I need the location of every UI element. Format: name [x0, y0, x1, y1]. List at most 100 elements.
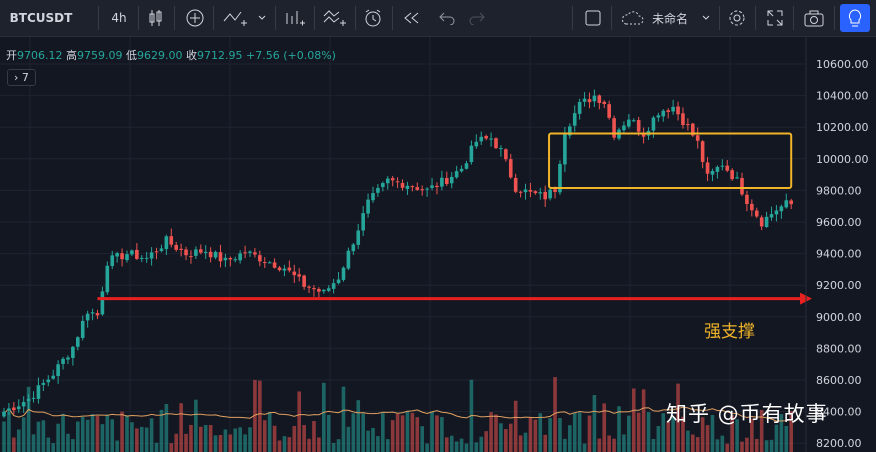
symbol-button[interactable]: BTCUSDT [9, 11, 73, 25]
candle-body [302, 275, 306, 287]
volume-bar [341, 386, 346, 452]
candle-body [410, 186, 415, 188]
candle-body [686, 124, 690, 126]
candle-body [125, 254, 129, 261]
support-arrow-line [97, 292, 812, 305]
redo-icon[interactable] [464, 0, 490, 36]
toolbar-divider [719, 6, 720, 30]
study-toggle-button[interactable]: › 7 [7, 69, 36, 86]
undo-icon[interactable] [434, 0, 460, 36]
candle-style-icon[interactable] [143, 0, 169, 36]
candle-body [558, 163, 562, 193]
volume-bar [597, 438, 602, 452]
candle-body [518, 191, 523, 193]
volume-bar [199, 426, 203, 452]
volume-bar [528, 417, 533, 452]
volume-bar [31, 434, 36, 452]
candle-body [189, 256, 193, 258]
volume-bar [12, 437, 16, 452]
volume-bar [445, 437, 449, 452]
camera-icon[interactable] [800, 0, 828, 36]
settings-gear-icon[interactable] [724, 0, 750, 36]
price-tick-label: 8600.00 [816, 374, 862, 387]
candle-body [159, 248, 164, 252]
candle-body [287, 267, 292, 271]
volume-bar [105, 414, 110, 452]
candle-body [563, 134, 567, 165]
price-tick-label: 10400.00 [816, 90, 869, 103]
top-toolbar: BTCUSDT 4h 未命名 [0, 0, 876, 37]
compare-icon[interactable] [320, 0, 350, 36]
volume-bar [228, 434, 233, 452]
candle-body [361, 213, 365, 231]
candle-body [661, 110, 666, 117]
volume-bar [61, 413, 65, 452]
volume-bar [725, 443, 730, 452]
volume-bar [484, 431, 488, 452]
candle-body [750, 203, 754, 211]
candle-body [253, 252, 257, 255]
fullscreen-icon[interactable] [762, 0, 788, 36]
volume-bar [607, 435, 611, 452]
change-value: +7.56 (+0.08%) [246, 49, 336, 62]
volume-bar [695, 437, 700, 452]
volume-bar [691, 434, 695, 452]
candle-body [356, 230, 361, 245]
replay-icon[interactable] [398, 0, 426, 36]
candle-body [149, 252, 154, 259]
volume-bar [312, 421, 316, 452]
volume-bar [410, 412, 415, 452]
candle-body [705, 162, 710, 174]
candle-body [420, 189, 424, 191]
candle-body [282, 268, 287, 271]
volume-bar [646, 412, 651, 452]
volume-bar [326, 414, 331, 452]
candle-body [80, 320, 85, 338]
volume-bar [435, 415, 439, 452]
candle-body [405, 185, 410, 189]
candle-body [51, 375, 55, 379]
lightbulb-icon[interactable] [840, 4, 870, 32]
volume-bar [400, 415, 405, 452]
volume-bar [238, 427, 242, 452]
volume-bar [513, 400, 518, 452]
volume-bar [508, 423, 513, 452]
candle-body [656, 115, 661, 118]
low-label: 低 [126, 49, 137, 62]
candle-body [331, 283, 336, 289]
layout-name[interactable]: 未命名 [651, 11, 688, 26]
volume-bar [651, 438, 656, 452]
candle-body [774, 210, 779, 215]
candle-body [346, 250, 351, 269]
volume-bar [184, 433, 188, 452]
alert-icon[interactable] [359, 0, 387, 36]
drawing-icon[interactable] [221, 0, 251, 36]
ohlc-legend: 开9706.12 高9759.09 低9629.00 收9712.95 +7.5… [6, 47, 336, 63]
toolbar-divider [174, 6, 175, 30]
candlesticks [2, 89, 793, 419]
price-chart[interactable]: 10600.00 10400.00 10200.00 10000.00 9800.00 9… [0, 37, 876, 452]
candle-body [85, 313, 90, 321]
chevron-down-icon[interactable] [254, 0, 270, 36]
candle-body [7, 408, 11, 411]
layout-square-icon[interactable] [580, 0, 606, 36]
bar-chart-icon[interactable] [281, 0, 309, 36]
candle-body [164, 236, 169, 250]
volume-bar [759, 409, 764, 452]
volume-bar [381, 413, 385, 452]
candle-body [317, 288, 321, 292]
volume-bar [686, 430, 690, 452]
candle-body [12, 407, 16, 411]
candle-body [292, 271, 297, 276]
toolbar-divider [572, 6, 573, 30]
chevron-down-icon[interactable] [698, 0, 714, 36]
volume-bar [617, 406, 621, 452]
interval-button[interactable]: 4h [111, 11, 127, 25]
add-indicator-icon[interactable] [182, 0, 208, 36]
candle-body [100, 291, 105, 315]
volume-bar [26, 386, 31, 452]
volume-bar [671, 416, 675, 452]
candle-body [179, 248, 183, 250]
candle-body [341, 267, 346, 280]
candle-body [445, 178, 449, 185]
